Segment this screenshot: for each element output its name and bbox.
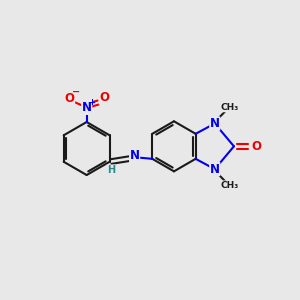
Text: CH₃: CH₃ [220, 103, 238, 112]
Text: N: N [82, 101, 92, 114]
Text: O: O [64, 92, 75, 105]
Text: N: N [210, 163, 220, 176]
Text: CH₃: CH₃ [220, 181, 238, 190]
Text: H: H [107, 165, 115, 175]
Text: O: O [251, 140, 261, 153]
Text: +: + [88, 98, 95, 107]
Text: O: O [99, 91, 109, 104]
Text: N: N [210, 117, 220, 130]
Text: N: N [130, 149, 140, 162]
Text: −: − [72, 87, 80, 97]
